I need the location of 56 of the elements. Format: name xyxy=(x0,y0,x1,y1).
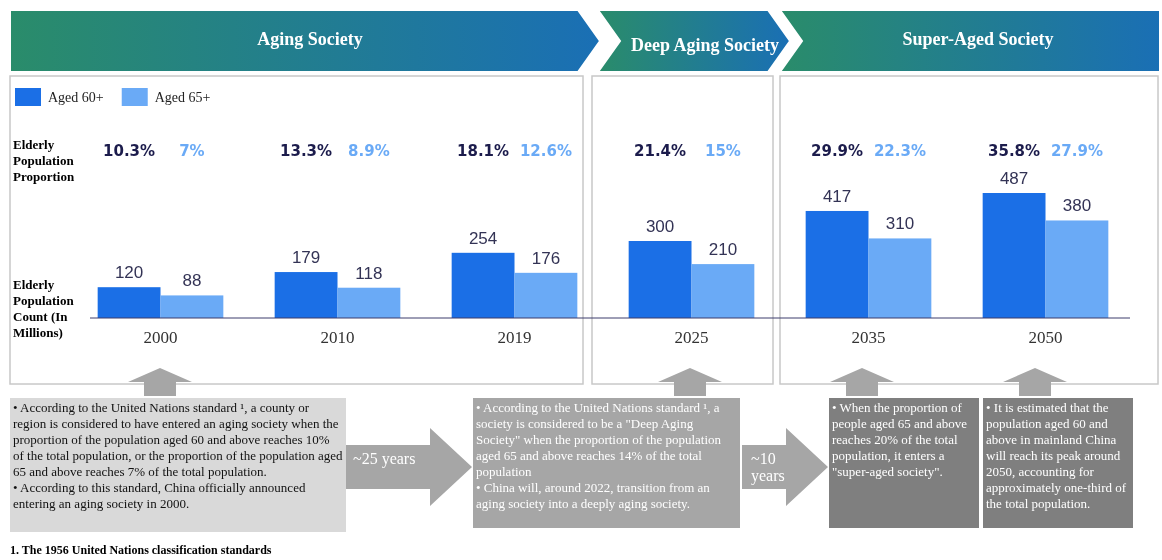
bar xyxy=(160,295,224,318)
x-tick-label: 2010 xyxy=(320,328,355,348)
data-label: 300 xyxy=(645,217,675,236)
text: • When the proportion of people aged 65 and above reaches 20% of the total population, it enters a "super-aged society". xyxy=(829,398,979,528)
text: 21.4% xyxy=(634,142,687,160)
text: • According to the United Nations standard ¹, a society is considered to be a "Deep Aging Society" when the proportion of the population aged 65 and above reaches 14% of the total population • China will, around 2022, transition from an aging society into a deeply aging society. xyxy=(473,398,740,528)
text: • According to the United Nations standard ¹, a county or region is considered to have entered an aging society when the proportion of the population aged 60 and above reaches 10% of the total population, or the proportion of the population aged 65 and above reaches 7% of the total population. • According to this standard, China officially announced entering an aging society in 2000. xyxy=(10,398,346,532)
data-label: 254 xyxy=(468,228,498,248)
x-tick-label: 2035 xyxy=(851,328,886,348)
text: ~25 years xyxy=(352,449,417,469)
text: 10.3% xyxy=(103,142,156,160)
bar xyxy=(982,193,1046,318)
text: 8.9% xyxy=(348,142,390,160)
text: 12.6% xyxy=(519,142,572,160)
text: 15% xyxy=(704,142,741,160)
bar xyxy=(451,252,515,318)
text: 35.8% xyxy=(988,142,1041,160)
data-label: 310 xyxy=(885,214,915,234)
text: 18.1% xyxy=(457,142,510,160)
bar xyxy=(1045,220,1109,318)
x-tick-label: 2019 xyxy=(497,328,532,348)
x-tick-label: 2025 xyxy=(674,328,709,348)
bar xyxy=(868,238,932,318)
text: 1. The 1956 United Nations classification standards xyxy=(10,542,272,558)
bar xyxy=(628,241,692,318)
y-axis-title: Elderly Population Count (In Millions) xyxy=(13,277,75,341)
text: Elderly Population Proportion xyxy=(13,137,76,185)
legend-label: Aged 60+ xyxy=(48,90,104,105)
data-label: 118 xyxy=(355,263,383,283)
data-label: 88 xyxy=(182,271,202,291)
data-label: 179 xyxy=(291,248,321,268)
x-tick-label: 2050 xyxy=(1028,328,1063,348)
bar xyxy=(337,287,401,318)
data-label: 380 xyxy=(1062,196,1092,216)
text: 7% xyxy=(179,142,205,160)
text: Deep Aging Society xyxy=(631,35,779,55)
bar xyxy=(274,272,338,318)
data-label: 417 xyxy=(822,186,852,206)
text: Aging Society xyxy=(257,29,363,49)
bar xyxy=(805,210,869,318)
data-label: 210 xyxy=(708,240,738,260)
bar xyxy=(97,287,161,318)
bar xyxy=(691,264,755,318)
data-label: 120 xyxy=(114,263,144,283)
legend-label: Aged 65+ xyxy=(154,90,211,105)
data-label: 487 xyxy=(999,169,1029,188)
text: 29.9% xyxy=(811,142,864,160)
text: • It is estimated that the population aged 60 and above in mainland China will reach its peak around 2050, accounting for approximately one-third of the total population. xyxy=(983,398,1133,528)
text: 22.3% xyxy=(873,142,926,160)
text: ~10 years xyxy=(750,449,786,486)
text: 13.3% xyxy=(280,142,333,160)
bar xyxy=(514,272,578,318)
x-tick-label: 2000 xyxy=(143,328,178,348)
text: 27.9% xyxy=(1050,142,1103,160)
text: Super-Aged Society xyxy=(902,29,1054,49)
data-label: 176 xyxy=(531,248,561,268)
